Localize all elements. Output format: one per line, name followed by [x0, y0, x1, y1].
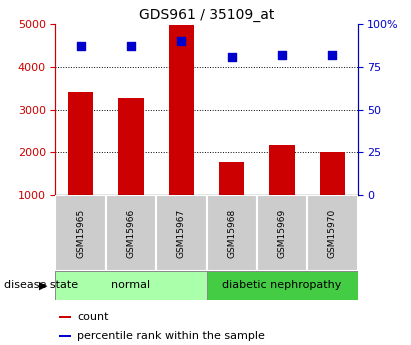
- Bar: [307, 195, 358, 271]
- Bar: [106, 195, 156, 271]
- Point: [279, 52, 285, 58]
- Bar: [156, 195, 206, 271]
- Text: ▶: ▶: [39, 280, 47, 290]
- Text: GSM15967: GSM15967: [177, 208, 186, 257]
- Bar: [206, 271, 358, 300]
- Bar: [55, 271, 206, 300]
- Title: GDS961 / 35109_at: GDS961 / 35109_at: [139, 8, 274, 22]
- Bar: [58, 316, 71, 318]
- Point: [77, 43, 84, 49]
- Text: percentile rank within the sample: percentile rank within the sample: [77, 331, 265, 341]
- Bar: [206, 195, 257, 271]
- Text: disease state: disease state: [4, 280, 78, 290]
- Text: GSM15966: GSM15966: [127, 208, 136, 257]
- Bar: [320, 152, 345, 195]
- Bar: [169, 25, 194, 195]
- Text: GSM15965: GSM15965: [76, 208, 85, 257]
- Bar: [58, 335, 71, 337]
- Bar: [55, 195, 106, 271]
- Text: GSM15968: GSM15968: [227, 208, 236, 257]
- Bar: [68, 92, 93, 195]
- Point: [329, 52, 336, 58]
- Point: [128, 43, 134, 49]
- Point: [178, 38, 185, 44]
- Bar: [270, 145, 295, 195]
- Bar: [257, 195, 307, 271]
- Bar: [219, 162, 244, 195]
- Text: GSM15970: GSM15970: [328, 208, 337, 257]
- Text: normal: normal: [111, 280, 150, 290]
- Bar: [118, 98, 143, 195]
- Text: GSM15969: GSM15969: [277, 208, 286, 257]
- Text: diabetic nephropathy: diabetic nephropathy: [222, 280, 342, 290]
- Text: count: count: [77, 312, 109, 322]
- Point: [229, 54, 235, 59]
